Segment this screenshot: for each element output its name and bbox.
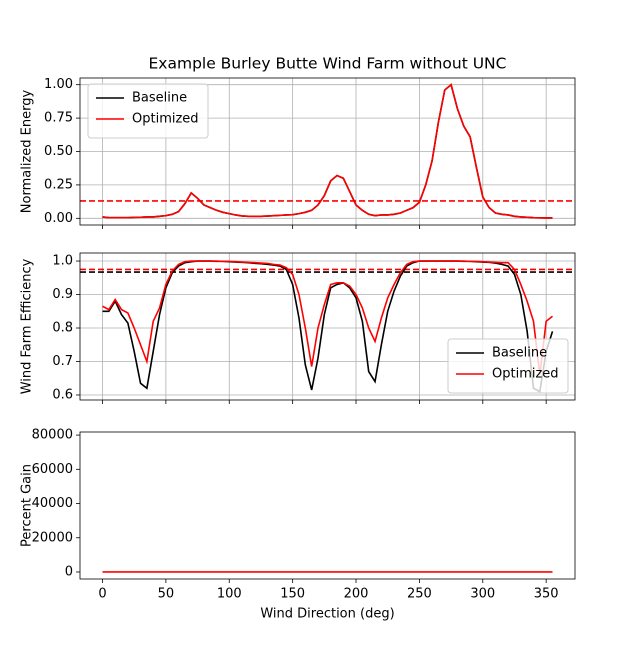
- y-tick-label: 0: [65, 564, 73, 579]
- legend-label: Baseline: [492, 346, 547, 361]
- x-tick-label: 0: [98, 587, 106, 602]
- data-line: [102, 260, 553, 375]
- y-axis-label: Wind Farm Efficiency: [20, 258, 35, 394]
- axes-frame: [79, 77, 576, 226]
- plot-area: [80, 83, 575, 219]
- y-tick-label: 0.50: [44, 144, 73, 159]
- y-tick-label: 0.75: [44, 111, 73, 126]
- y-axis-label: Percent Gain: [20, 464, 35, 547]
- legend-label: Optimized: [132, 112, 199, 127]
- y-tick-label: 0.7: [52, 354, 73, 369]
- axes-frame: [79, 252, 576, 401]
- y-tick-label: 0.6: [52, 387, 73, 402]
- y-tick-label: 1.0: [52, 254, 73, 269]
- y-tick-label: 0.25: [44, 177, 73, 192]
- x-tick-label: 100: [217, 587, 242, 602]
- data-line: [102, 83, 553, 219]
- legend-label: Baseline: [132, 91, 187, 106]
- y-tick-label: 60000: [32, 462, 73, 477]
- y-tick-label: 80000: [32, 428, 73, 443]
- y-tick-label: 20000: [32, 530, 73, 545]
- x-tick-label: 200: [344, 587, 369, 602]
- chart-title: Example Burley Butte Wind Farm without U…: [149, 55, 507, 73]
- legend-label: Optimized: [492, 367, 559, 382]
- x-tick-label: 300: [470, 587, 495, 602]
- x-tick-label: 250: [407, 587, 432, 602]
- x-tick-label: 150: [280, 587, 305, 602]
- axes-frame: [79, 431, 576, 580]
- y-tick-label: 0.8: [52, 321, 73, 336]
- y-axis-label: Normalized Energy: [20, 90, 35, 214]
- x-axis-label: Wind Direction (deg): [260, 607, 394, 622]
- x-tick-label: 350: [534, 587, 559, 602]
- y-tick-label: 1.00: [44, 77, 73, 92]
- x-tick-label: 50: [158, 587, 175, 602]
- y-tick-label: 0.9: [52, 287, 73, 302]
- y-tick-label: 40000: [32, 496, 73, 511]
- y-tick-label: 0.00: [44, 211, 73, 226]
- plot-area: [80, 260, 575, 393]
